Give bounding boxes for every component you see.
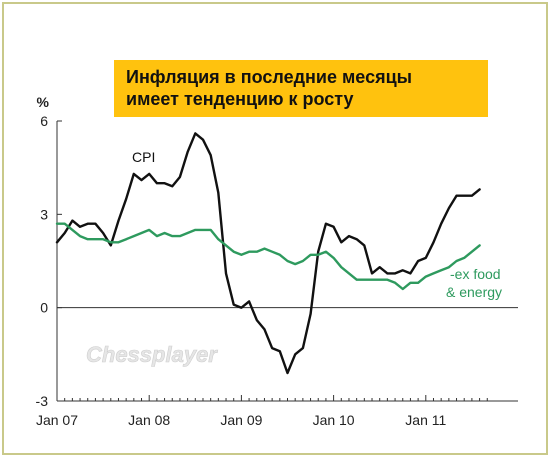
chart-title-box: Инфляция в последние месяцы имеет тенден… (114, 60, 488, 117)
chart-axes: 6 3 0 -3% Jan 07 Jan 08 Jan 09 Jan 10 Jan 11 (36, 94, 518, 428)
chessplayer-watermark: Chessplayer (86, 342, 218, 367)
y-tick-label: 0 (40, 300, 48, 316)
core-series-label-line-1: -ex food (450, 266, 501, 282)
cpi-line (55, 132, 481, 375)
core-inflation-line (55, 222, 481, 291)
x-tick-label: Jan 08 (128, 412, 170, 428)
y-axis-label: % (37, 94, 50, 110)
x-tick-label: Jan 10 (313, 412, 355, 428)
x-tick-label: Jan 07 (36, 412, 78, 428)
inflation-chart: 6 3 0 -3% Jan 07 Jan 08 Jan 09 Jan 10 Jan 11 Che… (36, 94, 518, 428)
core-series-label: -ex food & energy (446, 266, 502, 300)
cpi-series-label: CPI (132, 149, 155, 165)
y-tick-label: -3 (36, 393, 49, 409)
watermark-layer: Chessplayer (86, 342, 219, 368)
y-tick-label: 3 (40, 206, 48, 222)
chart-title-line-2: имеет тенденцию к росту (126, 89, 354, 109)
y-tick-label: 6 (40, 113, 48, 129)
chart-title-line-1: Инфляция в последние месяцы (126, 67, 413, 87)
chart-labels: CPI -ex food & energy (132, 149, 502, 300)
chart-frame: 6 3 0 -3% Jan 07 Jan 08 Jan 09 Jan 10 Jan 11 Che… (2, 2, 548, 455)
x-tick-label: Jan 11 (405, 412, 446, 428)
chart-lines (55, 132, 481, 375)
x-tick-label: Jan 09 (220, 412, 262, 428)
core-series-label-line-2: & energy (446, 284, 502, 300)
